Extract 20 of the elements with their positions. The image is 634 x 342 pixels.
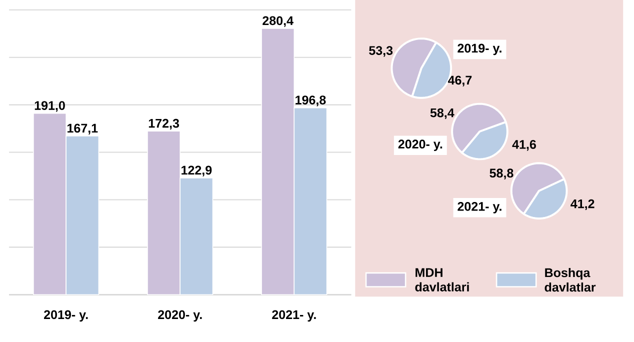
- data-label: 46,7: [448, 76, 472, 86]
- data-label: 167,1: [68, 124, 98, 134]
- x-tick-label: 2021- y.: [272, 310, 316, 322]
- data-label: 41,6: [512, 140, 536, 151]
- text: 2021- y.: [458, 202, 502, 214]
- data-label: 122,9: [182, 166, 212, 176]
- chart-title: 2019- y.: [458, 44, 502, 56]
- data-label: 196,8: [296, 96, 326, 106]
- data-label: 41,2: [570, 199, 594, 210]
- data-label: 58,4: [430, 108, 454, 119]
- x-tick-label: 2020- y.: [158, 310, 202, 322]
- text: 2020- y.: [398, 140, 442, 151]
- data-label: 280,4: [262, 16, 294, 27]
- data-label: 58,8: [490, 168, 514, 180]
- legend-label: MDH davlatlari: [415, 268, 469, 292]
- data-label: 53,3: [369, 46, 393, 57]
- x-tick-label: 2019- y.: [44, 310, 88, 322]
- data-label: 172,3: [148, 118, 180, 130]
- data-label: 191,0: [34, 101, 65, 112]
- legend-label: Boshqa davlatlar: [544, 268, 596, 292]
